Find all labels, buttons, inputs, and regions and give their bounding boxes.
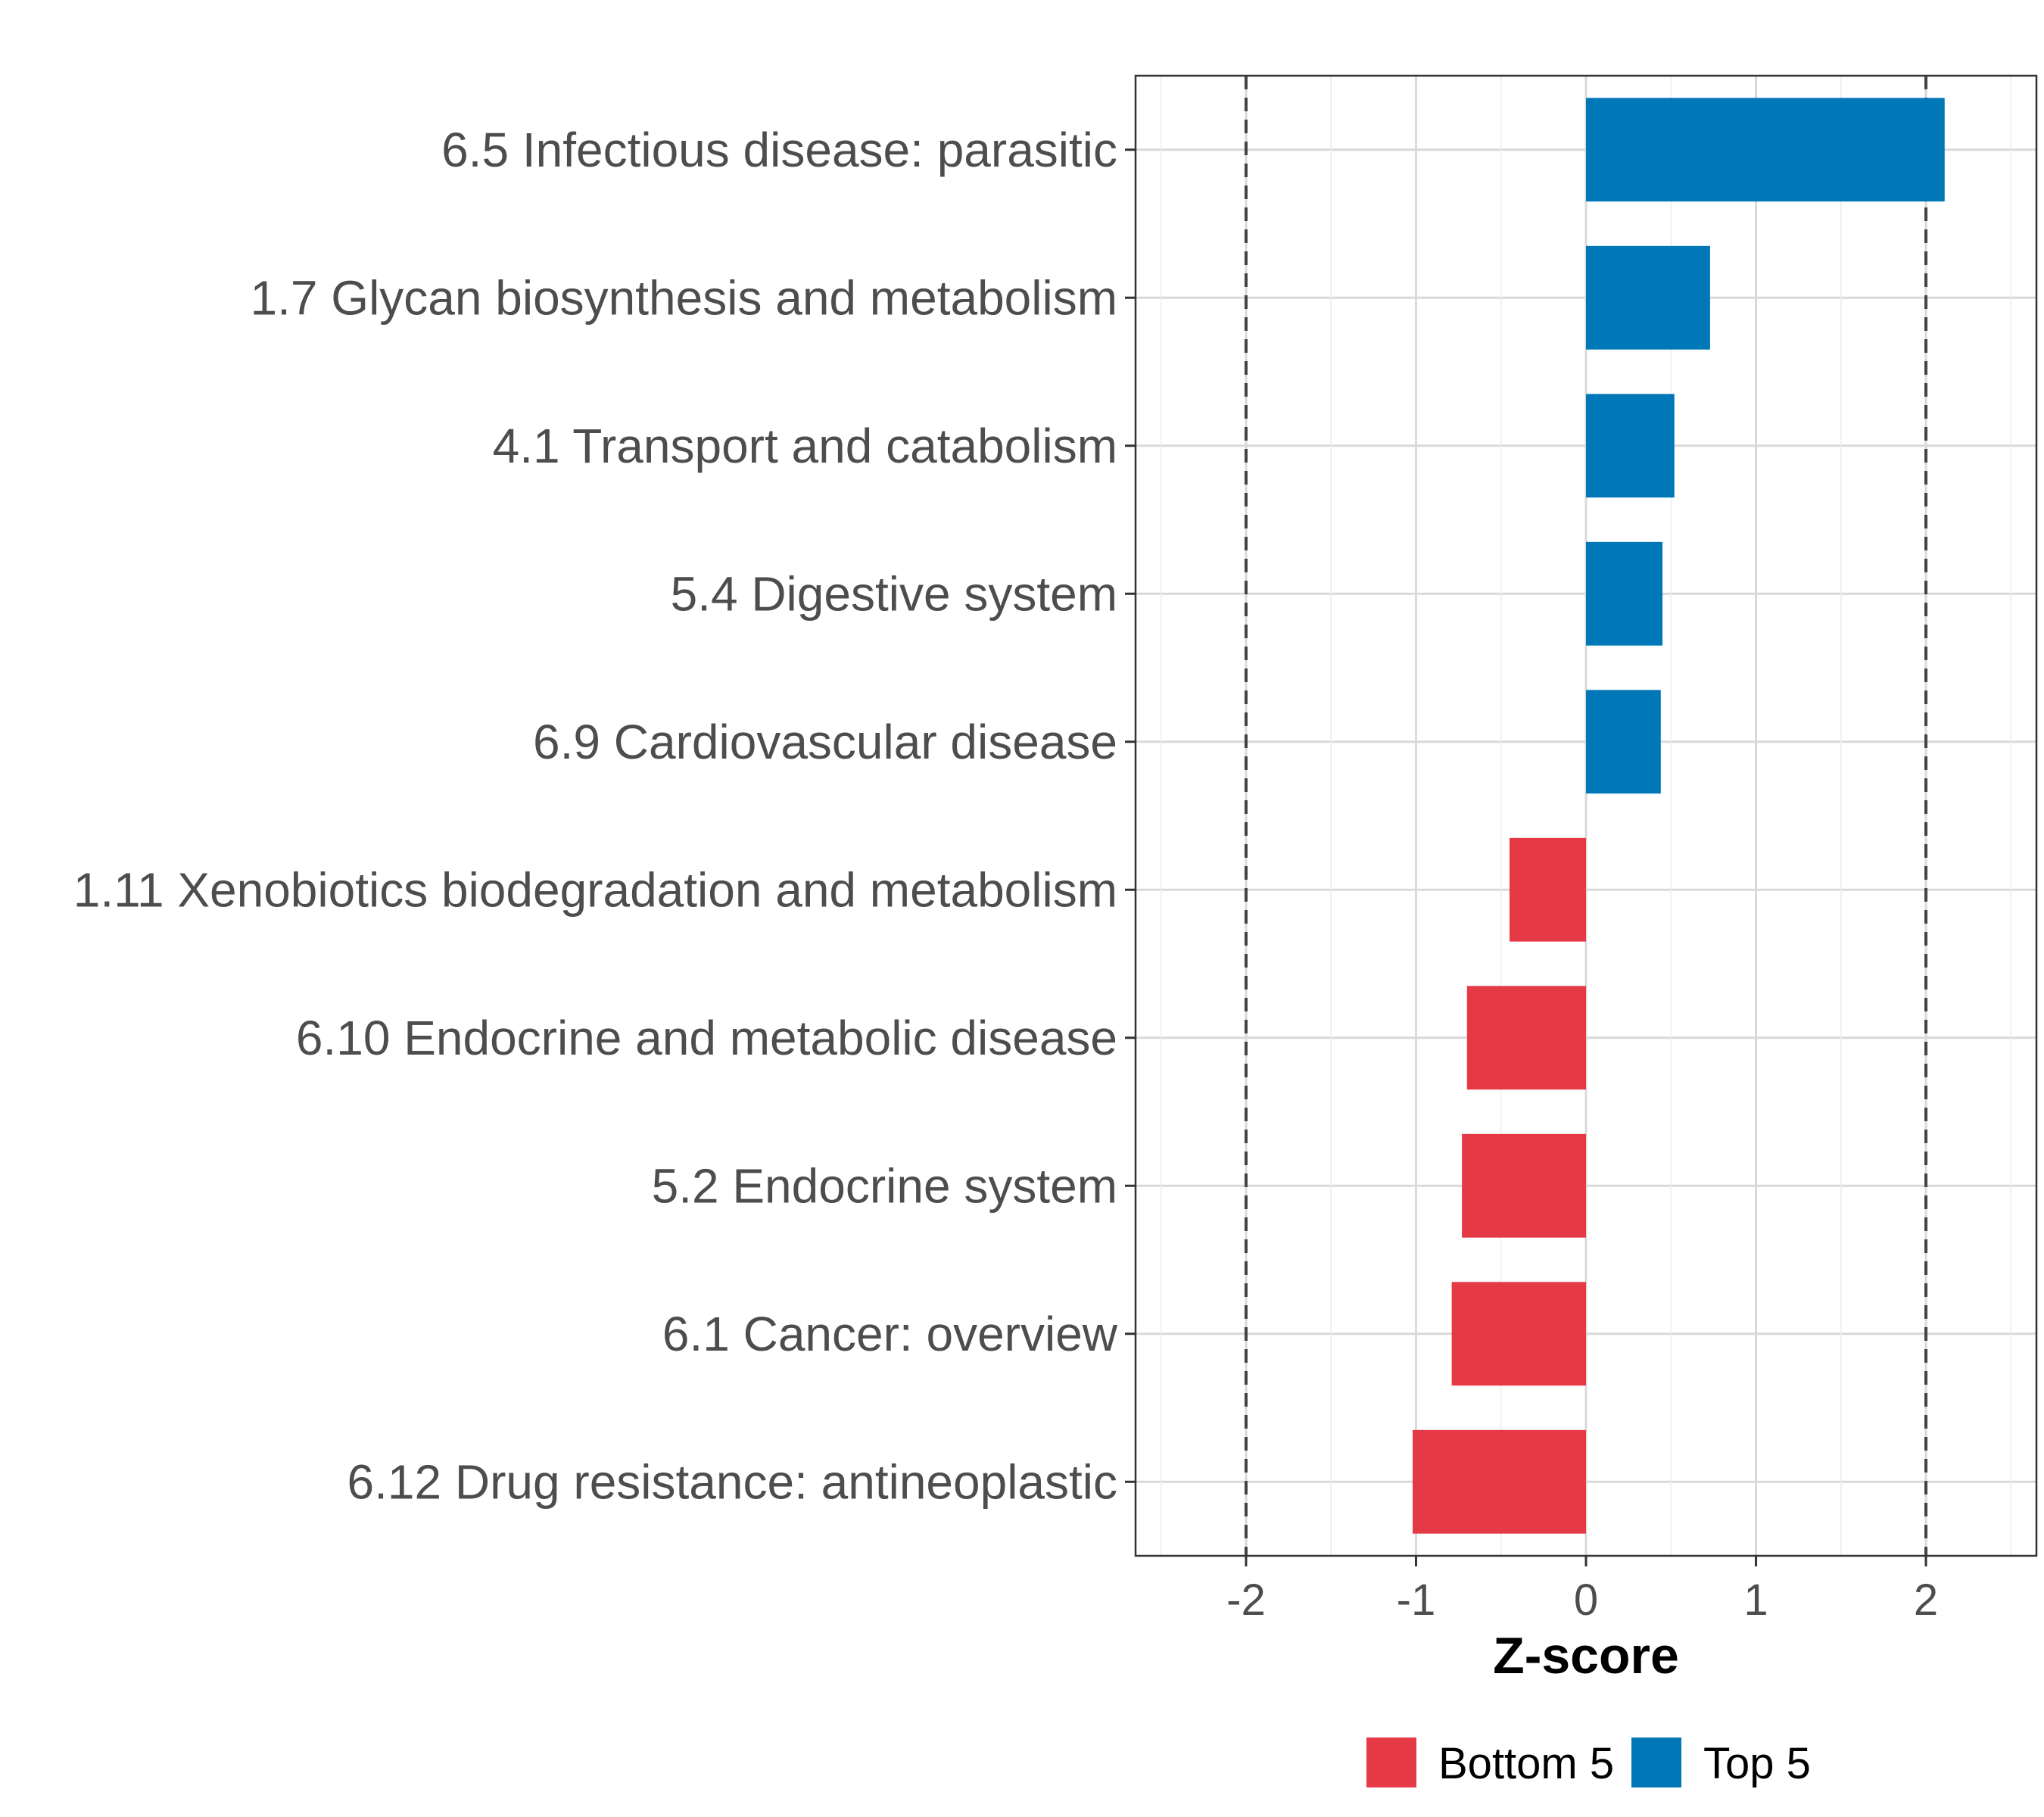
category-label: 6.5 Infectious disease: parasitic: [441, 123, 1117, 177]
legend-label: Bottom 5: [1438, 1739, 1614, 1788]
category-label: 1.11 Xenobiotics biodegradation and meta…: [73, 862, 1117, 917]
category-label: 6.12 Drug resistance: antineoplastic: [347, 1454, 1117, 1509]
x-axis-ticks: [1245, 1556, 1927, 1566]
bar: [1586, 98, 1945, 202]
x-tick-label: -2: [1226, 1575, 1266, 1625]
legend: Bottom 5 Top 5: [1366, 1738, 1811, 1788]
legend-label: Top 5: [1703, 1739, 1811, 1788]
x-tick-label: -1: [1397, 1575, 1436, 1625]
category-label: 1.7 Glycan biosynthesis and metabolism: [251, 270, 1117, 325]
x-tick-label: 0: [1574, 1575, 1598, 1625]
bar: [1586, 690, 1661, 794]
y-axis-ticks: [1125, 148, 1136, 1483]
x-axis-labels: -2 -1 0 1 2: [1226, 1575, 1938, 1625]
bar: [1462, 1133, 1586, 1238]
bar: [1586, 245, 1710, 350]
category-label: 6.10 Endocrine and metabolic disease: [296, 1011, 1117, 1065]
bar: [1412, 1429, 1586, 1534]
legend-swatch: [1366, 1738, 1416, 1787]
category-label: 5.2 Endocrine system: [652, 1158, 1117, 1213]
bars: [1412, 98, 1945, 1534]
x-tick-label: 2: [1914, 1575, 1938, 1625]
category-label: 6.1 Cancer: overview: [662, 1307, 1118, 1361]
y-axis-labels: 6.5 Infectious disease: parasitic 1.7 Gly…: [73, 123, 1118, 1510]
bar: [1586, 394, 1675, 498]
category-label: 5.4 Digestive system: [671, 566, 1117, 621]
threshold-lines: [1244, 76, 1928, 1556]
x-axis-title: Z-score: [1493, 1627, 1679, 1685]
bar: [1451, 1282, 1586, 1386]
bar: [1586, 541, 1663, 646]
category-label: 6.9 Cardiovascular disease: [533, 715, 1117, 769]
x-tick-label: 1: [1743, 1575, 1768, 1625]
bar: [1466, 986, 1586, 1090]
legend-swatch: [1631, 1738, 1681, 1787]
bar: [1509, 837, 1586, 942]
category-label: 4.1 Transport and catabolism: [493, 419, 1117, 473]
